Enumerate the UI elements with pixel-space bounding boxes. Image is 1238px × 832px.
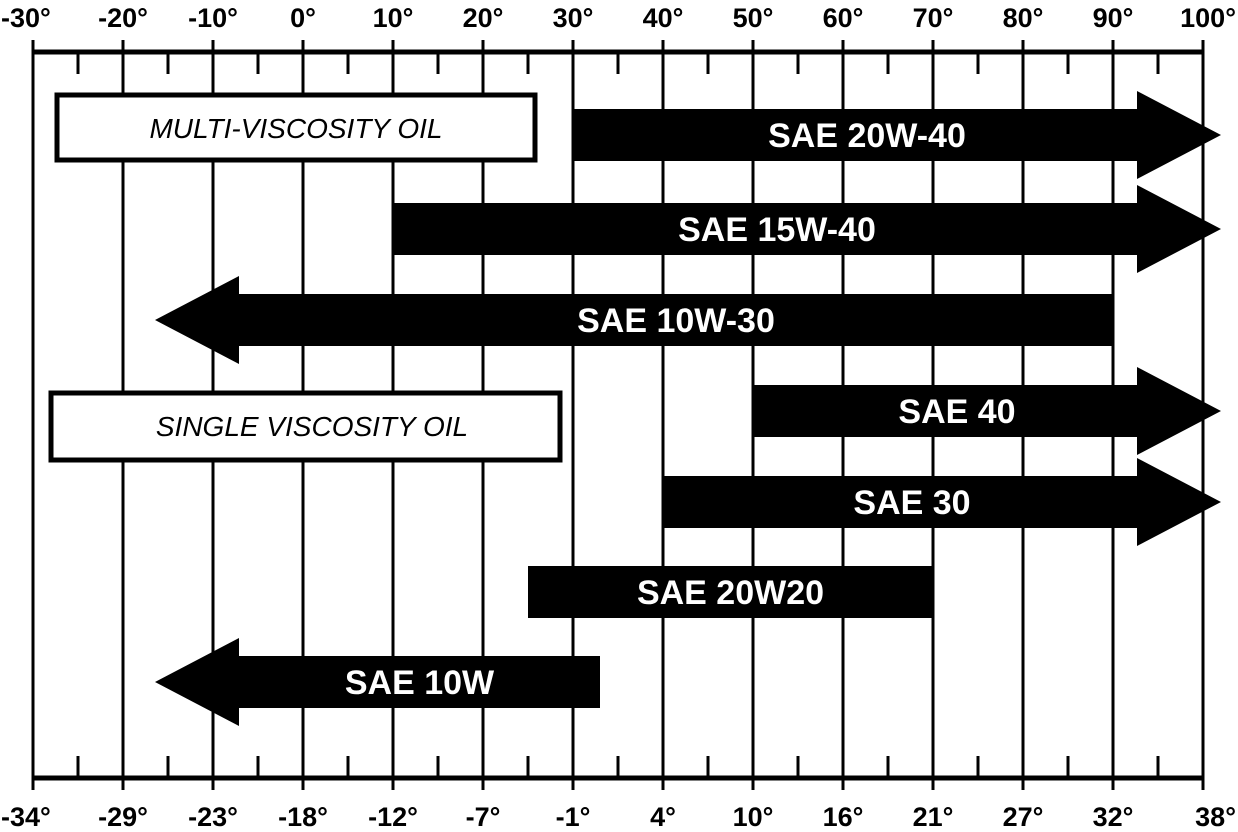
oil-grade-bar [753,367,1221,455]
tick-label-fahrenheit: 10° [373,3,414,33]
group-label-box [54,92,538,163]
tick-label-fahrenheit: 60° [823,3,864,33]
oil-grade-label: SAE 20W-40 [768,117,966,155]
tick-label-celsius: 38° [1195,802,1236,832]
tick-label-fahrenheit: -20° [98,3,148,33]
bottom-axis-celsius: -34° -29° -23° -18° -12° -7° -1° 4° 10° 16° 21° 27°… [1,802,1236,832]
tick-label-fahrenheit: 100° [1180,3,1236,33]
tick-label-celsius: 16° [823,802,864,832]
oil-grade-bar [155,638,600,726]
tick-label-celsius: -34° [1,802,51,832]
tick-label-fahrenheit: -10° [188,3,238,33]
tick-label-fahrenheit: 0° [290,3,316,33]
tick-label-celsius: 27° [1003,802,1044,832]
oil-group-labels: MULTI-VISCOSITY OIL SINGLE VISCOSITY OIL [48,92,563,463]
tick-label-celsius: 4° [650,802,676,832]
oil-grade-bar [393,185,1221,273]
tick-label-fahrenheit: 40° [643,3,684,33]
oil-grade-label: SAE 10W [345,664,495,702]
tick-label-celsius: 21° [913,802,954,832]
tick-label-celsius: -1° [556,802,591,832]
group-label-box [48,390,563,463]
tick-label-fahrenheit: 80° [1003,3,1044,33]
tick-label-celsius: -18° [278,802,328,832]
oil-grade-label: SAE 20W20 [637,574,824,612]
tick-label-fahrenheit: 50° [733,3,774,33]
tick-label-fahrenheit: 20° [463,3,504,33]
tick-label-celsius: -7° [466,802,501,832]
tick-label-fahrenheit: 30° [553,3,594,33]
oil-grade-bar [528,566,933,618]
tick-label-celsius: -23° [188,802,238,832]
oil-grade-bar [663,458,1221,546]
tick-label-fahrenheit: 70° [913,3,954,33]
oil-grade-bars: SAE 20W-40 SAE 15W-40 SAE 10W-30 SAE 40 SAE … [155,91,1221,726]
oil-grade-bar [155,276,1113,364]
tick-label-fahrenheit: 90° [1093,3,1134,33]
group-label: SINGLE VISCOSITY OIL [156,411,468,442]
oil-grade-bar [573,91,1221,179]
oil-grade-label: SAE 10W-30 [577,302,775,340]
tick-label-celsius: 10° [733,802,774,832]
oil-grade-label: SAE 15W-40 [678,211,876,249]
tick-label-fahrenheit: -30° [1,3,51,33]
tick-label-celsius: -29° [98,802,148,832]
tick-label-celsius: -12° [368,802,418,832]
group-label: MULTI-VISCOSITY OIL [149,113,442,144]
oil-grade-label: SAE 40 [898,393,1015,431]
top-axis-fahrenheit: -30° -20° -10° 0° 10° 20° 30° 40° 50° 60° 70° 80° 90… [1,3,1236,33]
tick-label-celsius: 32° [1093,802,1134,832]
oil-grade-label: SAE 30 [853,484,970,522]
